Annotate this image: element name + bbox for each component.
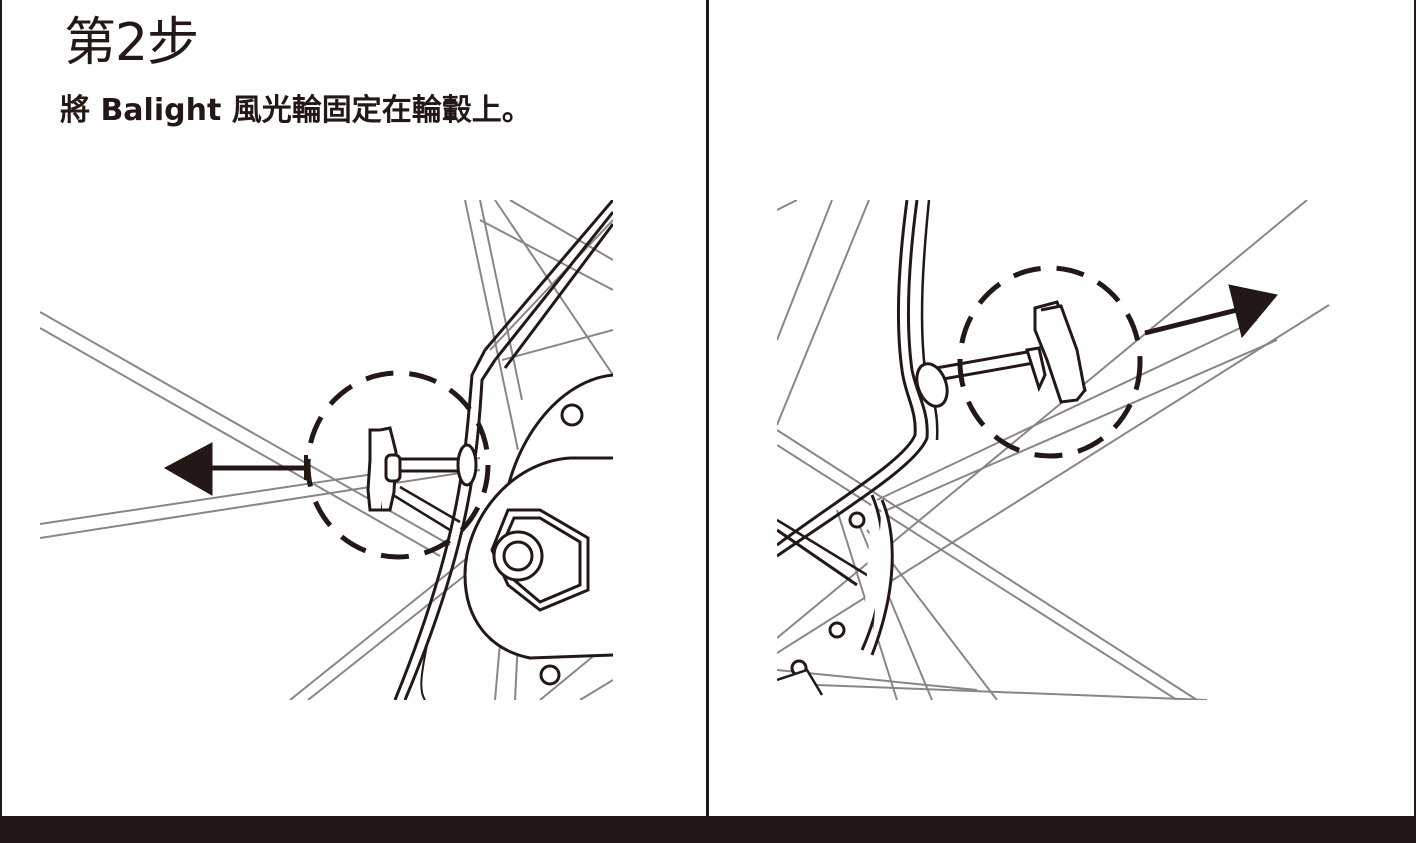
footer-bar <box>0 816 1416 843</box>
step-title: 第2步 <box>64 13 199 73</box>
right-diagram <box>777 200 1330 700</box>
wheel-rim <box>777 200 939 601</box>
quick-release-skewer <box>915 300 1087 408</box>
step-instruction: 將 Balight 風光輪固定在輪轂上。 <box>60 93 532 128</box>
page-border-right <box>1414 0 1416 816</box>
panel-divider <box>706 0 709 816</box>
highlight-circle <box>957 265 1143 459</box>
wheel-rim <box>393 200 613 700</box>
axle-nut <box>490 508 590 612</box>
wheel-hub <box>777 494 894 696</box>
wheel-spokes <box>777 200 1330 700</box>
wheel-spokes <box>40 200 613 700</box>
page-border-left <box>0 0 2 816</box>
arrow-right <box>1144 284 1278 339</box>
left-diagram <box>40 200 613 700</box>
quick-release-skewer <box>366 426 478 532</box>
arrow-left <box>163 442 308 496</box>
